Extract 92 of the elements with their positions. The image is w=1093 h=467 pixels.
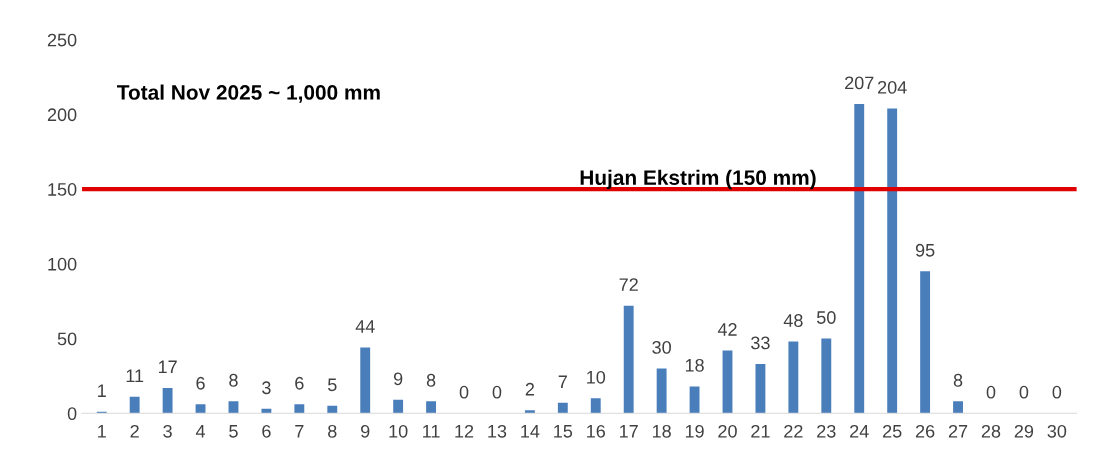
bar <box>261 408 272 414</box>
x-tick-label: 16 <box>587 424 606 438</box>
bar <box>656 368 667 414</box>
bar <box>524 410 535 414</box>
data-label: 44 <box>355 320 375 333</box>
x-tick-label: 19 <box>685 424 704 438</box>
x-tick-label: 29 <box>1014 424 1034 438</box>
x-tick-label: 26 <box>915 424 935 438</box>
x-tick-label: 15 <box>554 425 573 438</box>
data-label: 7 <box>558 375 567 388</box>
bar <box>920 271 931 414</box>
data-label: 8 <box>426 373 436 387</box>
data-label: 33 <box>751 336 770 350</box>
data-label: 0 <box>1052 385 1062 399</box>
bar <box>953 401 963 414</box>
data-label: 0 <box>492 385 502 399</box>
x-tick-label: 4 <box>195 425 206 438</box>
data-label: 2 <box>525 382 534 396</box>
bar <box>129 396 140 414</box>
data-label: 50 <box>816 311 836 324</box>
bar <box>854 103 865 414</box>
bar <box>327 405 338 414</box>
bar <box>821 338 832 414</box>
y-tick-label: 250 <box>47 33 77 47</box>
bar <box>228 401 239 414</box>
y-tick-label: 200 <box>47 108 77 122</box>
y-tick-label: 100 <box>48 257 77 271</box>
data-label: 17 <box>158 360 177 374</box>
x-tick-label: 13 <box>488 424 507 438</box>
bar <box>360 347 371 414</box>
data-label: 6 <box>295 376 304 390</box>
bar <box>755 363 766 414</box>
data-label: 1 <box>98 384 106 397</box>
bar <box>887 108 898 414</box>
x-tick-label: 22 <box>784 424 803 438</box>
bar <box>294 404 305 414</box>
data-label: 48 <box>783 314 803 327</box>
data-label: 11 <box>126 369 144 382</box>
x-tick-label: 17 <box>620 425 638 438</box>
x-tick-label: 27 <box>948 424 968 438</box>
bar <box>426 401 437 414</box>
x-tick-label: 9 <box>361 424 370 438</box>
data-label: 0 <box>986 385 996 399</box>
x-tick-label: 24 <box>850 424 869 438</box>
x-tick-label: 3 <box>163 424 172 438</box>
x-tick-label: 30 <box>1047 424 1067 438</box>
data-label: 18 <box>685 358 704 372</box>
bar <box>788 341 799 414</box>
x-tick-label: 11 <box>423 425 440 438</box>
x-tick-label: 25 <box>883 424 902 438</box>
x-tick-label: 7 <box>295 425 304 438</box>
x-tick-label: 5 <box>229 425 238 438</box>
data-label: 0 <box>1019 385 1029 399</box>
y-tick-label: 0 <box>67 407 77 421</box>
annotation: Total Nov 2025 ~ 1,000 mm <box>117 84 380 103</box>
data-label: 204 <box>878 80 907 94</box>
data-label: 5 <box>327 378 337 392</box>
data-label: 10 <box>587 370 606 384</box>
x-tick-label: 14 <box>521 425 540 438</box>
data-label: 207 <box>845 76 874 90</box>
bar <box>722 350 733 414</box>
bar <box>162 387 173 414</box>
x-tick-label: 10 <box>389 424 408 438</box>
x-tick-label: 23 <box>817 424 836 438</box>
bar <box>689 386 700 414</box>
ref-line-label: Hujan Ekstrim (150 mm) <box>580 169 816 190</box>
x-tick-label: 28 <box>981 424 1001 438</box>
x-tick-label: 2 <box>130 424 139 438</box>
y-tick-label: 150 <box>48 183 77 196</box>
data-label: 95 <box>915 243 935 257</box>
x-tick-label: 12 <box>455 424 474 438</box>
bar <box>393 399 404 414</box>
x-tick-label: 20 <box>718 424 737 438</box>
data-label: 72 <box>619 278 638 291</box>
data-label: 8 <box>229 373 238 387</box>
bar <box>590 398 601 414</box>
bar <box>557 402 568 414</box>
x-tick-label: 1 <box>98 425 106 438</box>
data-label: 3 <box>262 381 271 395</box>
x-tick-label: 6 <box>262 424 271 438</box>
x-tick-label: 18 <box>652 424 671 438</box>
data-label: 30 <box>652 341 671 354</box>
data-label: 8 <box>953 373 963 387</box>
data-label: 9 <box>393 372 403 386</box>
x-tick-label: 21 <box>751 424 770 438</box>
bar <box>623 305 634 414</box>
bar <box>195 404 206 414</box>
y-tick-label: 50 <box>57 332 77 346</box>
data-label: 42 <box>717 323 737 336</box>
x-tick-label: 8 <box>328 424 337 438</box>
data-label: 0 <box>459 385 469 399</box>
data-label: 6 <box>196 376 205 390</box>
